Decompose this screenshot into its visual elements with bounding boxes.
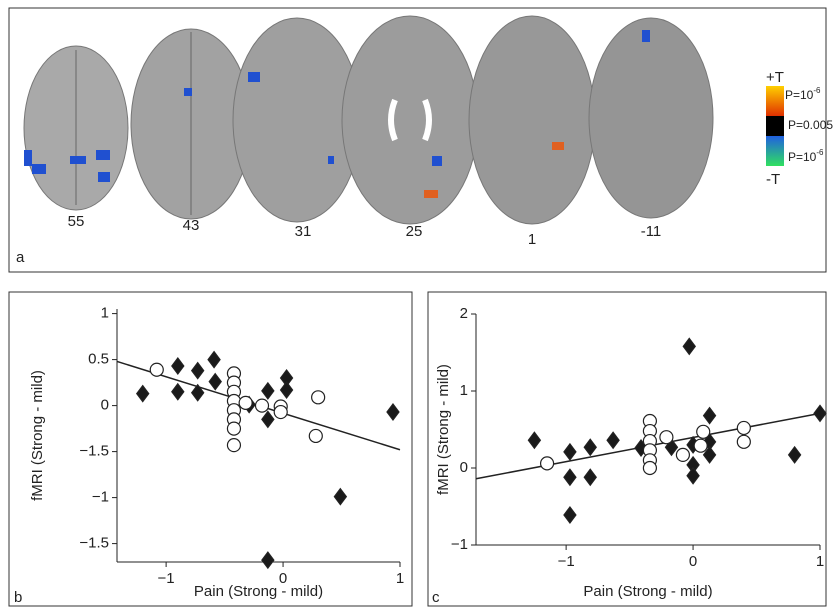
x-axis-title: Pain (Strong - mild): [583, 583, 712, 600]
x-axis-title: Pain (Strong - mild): [194, 583, 323, 600]
diamond-point: [387, 404, 399, 420]
activation: [32, 164, 46, 174]
colorbar-threshold: [766, 116, 784, 136]
panel-label: c: [432, 589, 440, 606]
circle-point: [643, 462, 656, 475]
p-exponent: -6: [816, 148, 824, 157]
colorbar-positive: [766, 86, 784, 116]
x-tick-label: 1: [816, 553, 824, 570]
y-tick-label: 0.5: [88, 351, 109, 368]
panel-label: b: [14, 589, 22, 606]
diamond-point: [208, 352, 220, 368]
y-tick-label: −1.5: [79, 443, 109, 460]
diamond-point: [789, 447, 801, 463]
circle-point: [694, 439, 707, 452]
diamond-point: [564, 444, 576, 460]
diamond-point: [584, 439, 596, 455]
circle-point: [737, 421, 750, 434]
circle-point: [312, 391, 325, 404]
diamond-point: [687, 468, 699, 484]
circle-point: [239, 396, 252, 409]
diamond-point: [814, 405, 826, 421]
x-tick-label: −1: [558, 553, 575, 570]
circle-point: [697, 425, 710, 438]
circle-point: [660, 431, 673, 444]
diamond-point: [209, 374, 221, 390]
diamond-point: [281, 382, 293, 398]
circle-point: [541, 457, 554, 470]
diamond-point: [262, 411, 274, 427]
diamond-point: [172, 358, 184, 374]
p-exponent: -6: [813, 86, 821, 95]
y-tick-label: 2: [460, 305, 468, 322]
colorbar-p-label: P=0.005: [788, 118, 833, 132]
circle-point: [737, 435, 750, 448]
circle-point: [227, 422, 240, 435]
diamond-point: [334, 489, 346, 505]
y-tick-label: 1: [460, 382, 468, 399]
activation: [96, 150, 110, 160]
diamond-point: [683, 338, 695, 354]
circle-point: [256, 399, 269, 412]
colorbar-top: +T: [766, 69, 784, 86]
figure: +T P=10-6 P=0.005 P=10-6 -T a 554331251-…: [0, 0, 835, 608]
y-tick-label: 0: [460, 459, 468, 476]
slice-label: 25: [406, 223, 423, 240]
slice-label: -11: [641, 223, 662, 240]
y-tick-label: 1: [101, 305, 109, 322]
x-tick-label: −1: [158, 570, 175, 587]
y-axis-title: fMRI (Strong - mild): [435, 364, 452, 495]
diamond-point: [192, 363, 204, 379]
x-tick-label: 0: [689, 553, 697, 570]
slice-label: 55: [68, 213, 85, 230]
activation: [642, 30, 650, 42]
y-axis-title: fMRI (Strong - mild): [29, 370, 46, 501]
brain-slice: [589, 18, 713, 218]
y-tick-label: −1: [92, 489, 109, 506]
diamond-point: [192, 385, 204, 401]
y-tick-label: −1.5: [79, 535, 109, 552]
diamond-point: [704, 408, 716, 424]
brain-slice: [342, 16, 478, 224]
slice-label: 43: [183, 217, 200, 234]
x-tick-label: 1: [396, 570, 404, 587]
activation: [424, 190, 438, 198]
diamond-point: [564, 469, 576, 485]
colorbar-negative: [766, 136, 784, 166]
circle-point: [274, 406, 287, 419]
circle-point: [150, 363, 163, 376]
y-tick-label: 0: [101, 397, 109, 414]
activation: [432, 156, 442, 166]
activation: [184, 88, 192, 96]
panel-b-frame: [9, 292, 412, 606]
activation: [552, 142, 564, 150]
diamond-point: [584, 469, 596, 485]
diamond-point: [137, 386, 149, 402]
panel-c-frame: [428, 292, 826, 606]
circle-point: [227, 439, 240, 452]
panel-label: a: [16, 249, 25, 266]
circle-point: [309, 429, 322, 442]
diamond-point: [607, 432, 619, 448]
diamond-point: [564, 507, 576, 523]
activation: [248, 72, 260, 82]
p-base: P=10: [785, 88, 814, 102]
diamond-point: [528, 432, 540, 448]
brain-slice: [469, 16, 595, 224]
colorbar-bottom: -T: [766, 171, 780, 188]
activation: [24, 150, 32, 166]
slice-label: 1: [528, 231, 536, 248]
diamond-point: [262, 383, 274, 399]
circle-point: [676, 448, 689, 461]
y-tick-label: −1: [451, 536, 468, 553]
activation: [328, 156, 334, 164]
activation: [98, 172, 110, 182]
activation: [70, 156, 86, 164]
diamond-point: [172, 384, 184, 400]
slice-label: 31: [295, 223, 312, 240]
p-base: P=10: [788, 150, 817, 164]
diamond-point: [262, 552, 274, 568]
